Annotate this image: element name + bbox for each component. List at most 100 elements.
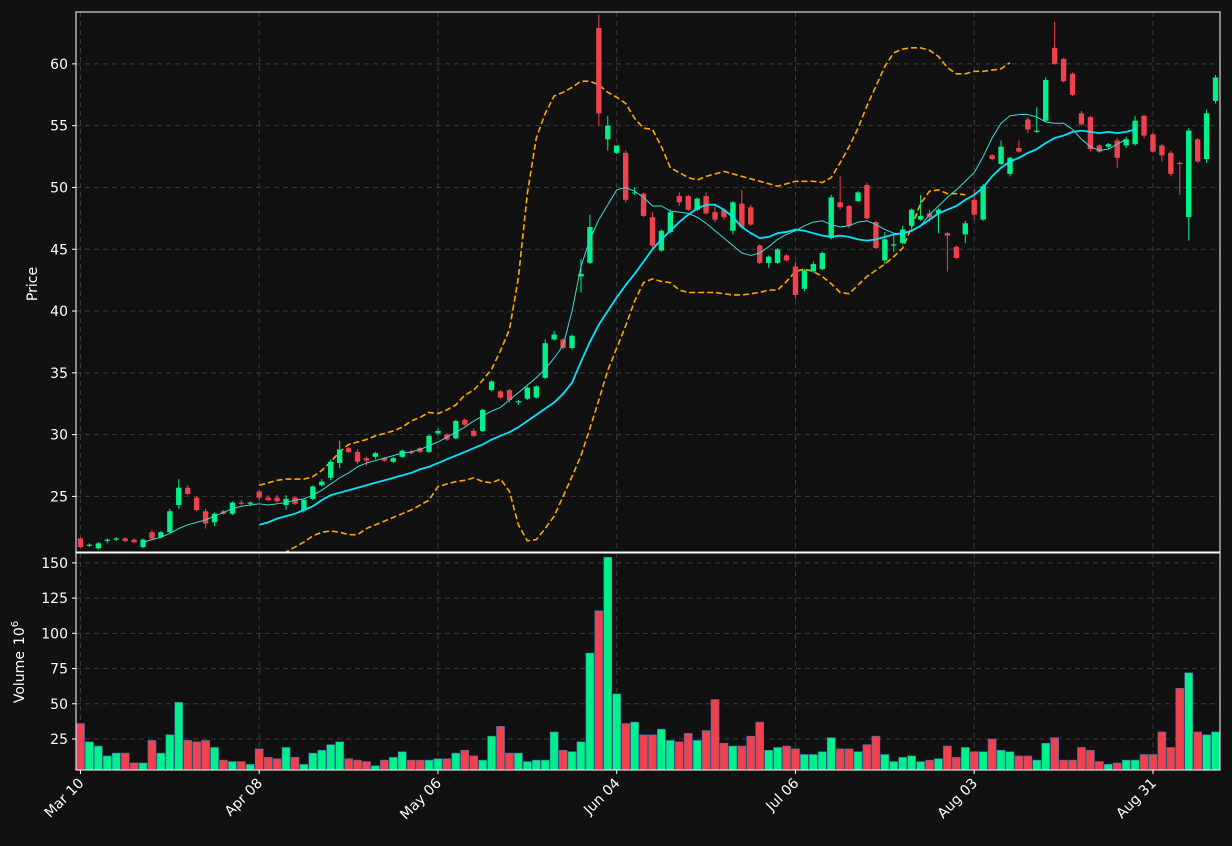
volume-bar [1121,759,1131,770]
candle-body [846,206,852,226]
volume-bar [809,754,818,770]
candle-body [569,335,575,349]
candle-body [479,409,486,431]
volume-bar [746,735,756,770]
volume-bar [880,754,890,770]
candle-body [855,192,861,202]
volume-bar [817,751,827,770]
candle-body [873,222,879,249]
candle-body [86,544,93,546]
candle-body [497,391,504,398]
candle-body [962,223,968,235]
candle-body [676,196,682,203]
candle-body [1078,113,1085,125]
volume-bar [531,759,541,770]
candle-body [1069,73,1076,95]
volume-bar [111,752,121,770]
candle-body [372,453,379,457]
candle-body [185,487,191,494]
candle-body [408,451,414,454]
volume-bar [165,734,175,770]
volume-bar [174,702,184,770]
volume-bar [263,757,273,770]
volume-grid [76,553,1220,770]
candle-body [1034,130,1040,132]
candle-body [908,209,915,226]
candle-body [980,186,986,220]
volume-bar [1059,759,1068,770]
candle-body [399,450,405,457]
volume-bar [969,751,979,770]
price-tick-label: 25 [50,489,68,505]
volume-axis-title-exp: 6 [10,621,21,627]
volume-bar [380,759,389,770]
candle-body [462,419,468,425]
long-moving-average-line [258,128,1136,526]
candle-body [765,256,772,263]
volume-bar [603,556,613,770]
volume-bar [237,761,246,770]
volume-bar [862,744,872,770]
candle-body [739,203,745,228]
price-tick-label: 50 [50,180,68,196]
volume-bar [94,745,103,770]
axes [72,11,1221,774]
candle-body [506,390,513,401]
candle-body [640,193,647,216]
volume-tick-label: 125 [41,591,68,607]
volume-bar [102,755,112,770]
volume-bar [1202,734,1211,770]
volume-bar [1095,761,1104,770]
candle-body [1087,117,1094,150]
volume-bar [505,752,514,770]
candle-body [748,207,754,225]
volume-bar [388,757,398,770]
candle-body [1203,113,1210,160]
candle-body [283,498,289,506]
volume-bar [1041,742,1051,770]
volume-bar [344,758,353,770]
candle-body [167,511,173,533]
candle-body [202,511,209,524]
candle-body [229,502,236,514]
candle-body [864,184,870,219]
candle-body [1051,47,1058,64]
candle-body [837,202,843,208]
volume-axis-title-main: Volume [12,651,28,703]
candle-body [113,538,119,540]
volume-bar [1112,762,1122,770]
candle-body [917,215,924,220]
volume-bar [773,747,782,770]
candle-body [292,497,298,504]
candle-body [381,458,388,461]
volume-tick-label: 150 [41,556,68,572]
volume-bar [76,723,85,770]
candle-body [390,458,396,462]
volume-bar [755,721,765,770]
volume-tick-label: 50 [50,697,68,713]
candle-body [819,252,825,270]
volume-bar [478,759,487,770]
candle-body [998,146,1004,164]
volume-bar [1023,755,1033,770]
volume-bar [1032,759,1042,770]
volume-bar [907,755,916,770]
volume-bar [183,740,193,770]
candle-body [1060,58,1067,82]
volume-bar [1014,755,1024,770]
volume-bar [245,764,255,770]
candle-body [578,273,584,277]
volume-bar [871,735,881,770]
volume-bar [630,721,639,770]
candle-body [1212,77,1219,101]
candle-body [891,244,897,246]
price-axis-title: Price [25,267,41,301]
candle-body [685,196,691,210]
upper-band-line [259,47,1011,487]
volume-bar [549,731,559,770]
volume-bar [487,735,496,770]
volume-bar [1050,737,1059,770]
volume-bar [469,755,479,770]
volume-bar [210,747,219,770]
